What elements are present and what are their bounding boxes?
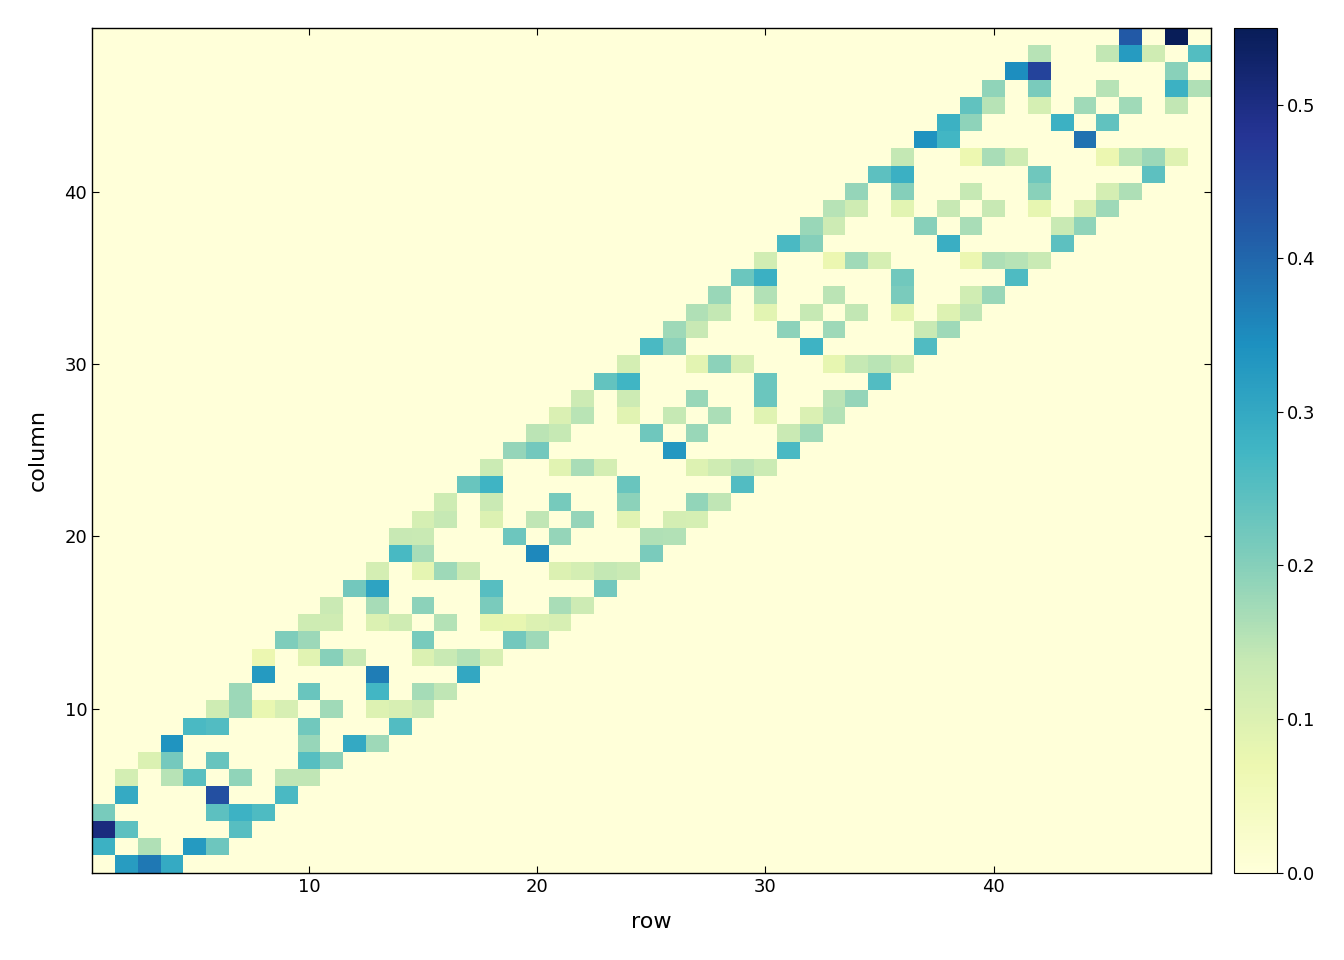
X-axis label: row: row (632, 912, 672, 932)
Y-axis label: column: column (28, 409, 48, 492)
